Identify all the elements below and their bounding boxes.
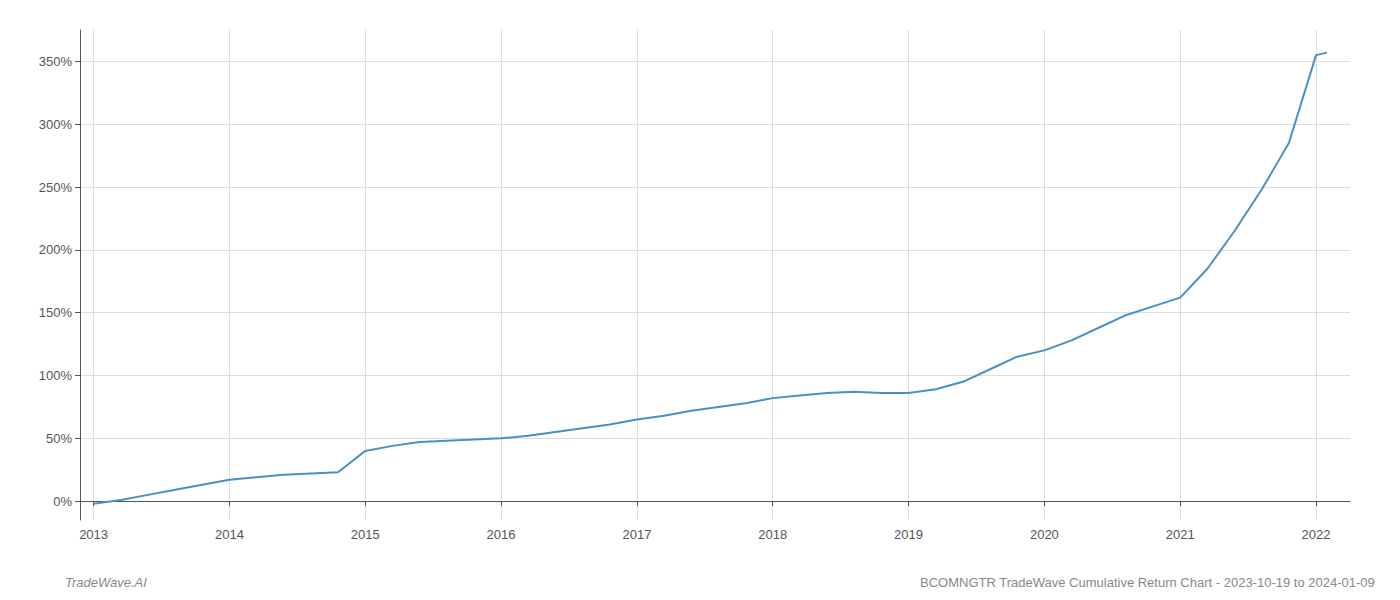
svg-text:150%: 150%: [39, 305, 73, 320]
svg-text:BCOMNGTR TradeWave Cumulative: BCOMNGTR TradeWave Cumulative Return Cha…: [920, 575, 1375, 590]
svg-text:0%: 0%: [53, 494, 72, 509]
svg-text:TradeWave.AI: TradeWave.AI: [65, 575, 147, 590]
svg-text:2022: 2022: [1302, 527, 1331, 542]
svg-text:2013: 2013: [79, 527, 108, 542]
svg-text:2020: 2020: [1030, 527, 1059, 542]
svg-text:300%: 300%: [39, 117, 73, 132]
svg-text:200%: 200%: [39, 242, 73, 257]
svg-text:2017: 2017: [622, 527, 651, 542]
svg-text:350%: 350%: [39, 54, 73, 69]
svg-text:2015: 2015: [351, 527, 380, 542]
svg-text:250%: 250%: [39, 180, 73, 195]
svg-text:100%: 100%: [39, 368, 73, 383]
svg-text:2016: 2016: [487, 527, 516, 542]
svg-text:2018: 2018: [758, 527, 787, 542]
svg-text:50%: 50%: [46, 431, 72, 446]
svg-text:2021: 2021: [1166, 527, 1195, 542]
svg-text:2019: 2019: [894, 527, 923, 542]
svg-text:2014: 2014: [215, 527, 244, 542]
